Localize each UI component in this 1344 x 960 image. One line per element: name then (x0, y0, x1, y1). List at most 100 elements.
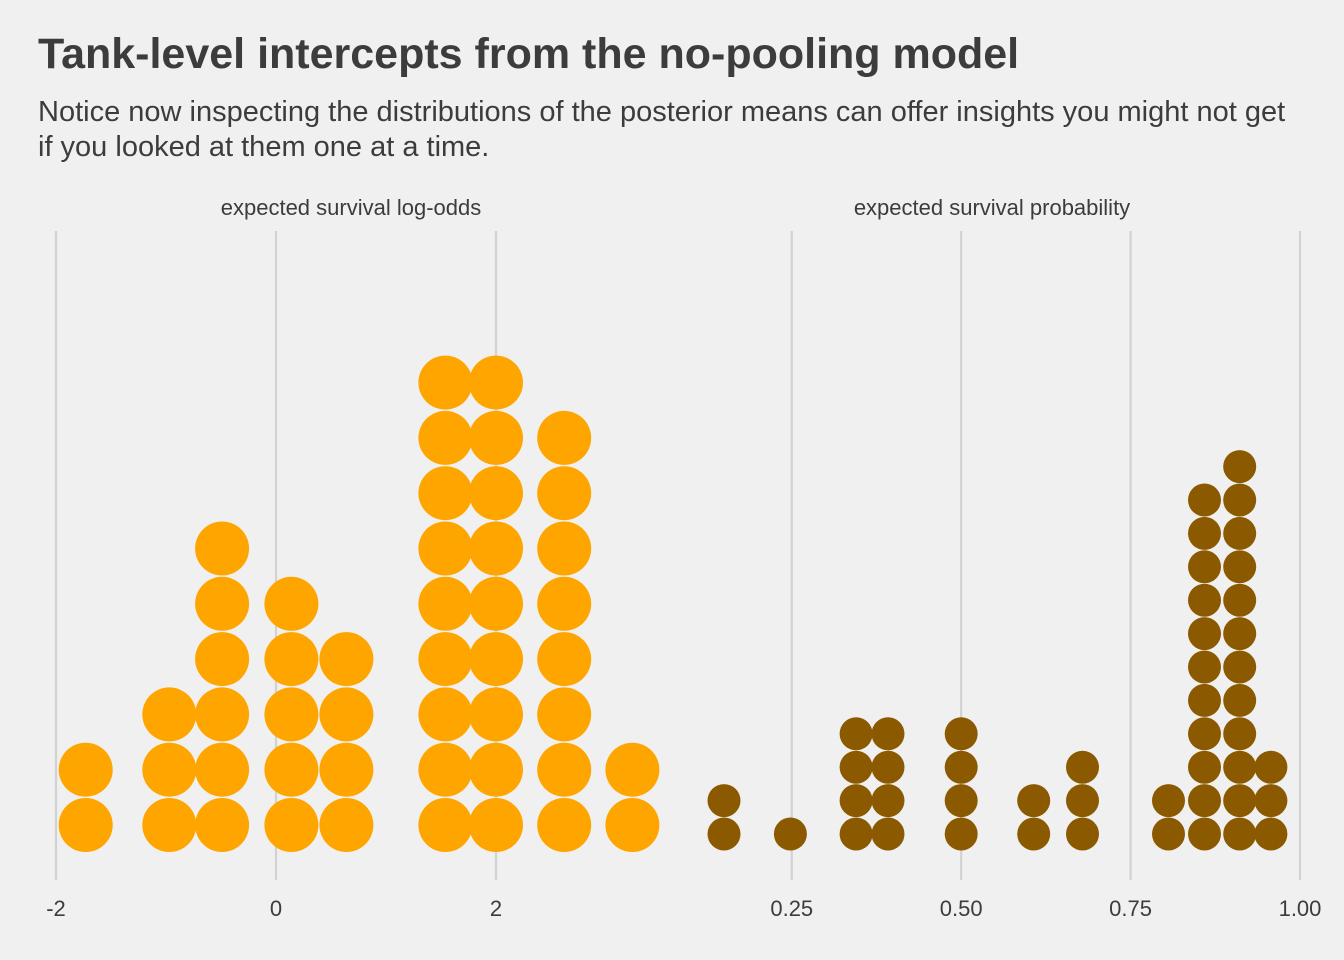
data-dot (1152, 784, 1185, 818)
panel-probability: expected survival probability 0.25 0.50 0.… (707, 195, 1322, 921)
data-dot (871, 717, 905, 751)
data-dot (871, 817, 905, 851)
data-dot (1223, 750, 1257, 784)
data-dot (1017, 817, 1051, 851)
data-dot (418, 632, 473, 687)
x-tick-label: 1.00 (1279, 896, 1322, 921)
data-dot (264, 687, 319, 742)
data-dot (1188, 516, 1221, 550)
data-dot (58, 798, 113, 852)
data-dot (1254, 750, 1288, 784)
data-dot (1188, 683, 1221, 717)
data-dot (944, 717, 978, 751)
data-dot (195, 798, 250, 852)
data-dot (839, 717, 873, 751)
data-dot (418, 410, 473, 465)
data-dot (418, 466, 473, 521)
data-dot (264, 742, 319, 797)
data-dot (58, 742, 113, 797)
data-dot (319, 742, 374, 797)
data-dot (537, 742, 592, 797)
data-dot (1188, 717, 1221, 751)
data-dot (1066, 750, 1099, 784)
data-dot (142, 798, 197, 852)
data-dot (1223, 450, 1257, 484)
data-dot (469, 742, 523, 797)
data-dot (707, 817, 741, 851)
data-dot (1223, 550, 1257, 584)
data-dot (537, 521, 592, 576)
panel-log-odds: expected survival log-odds -2 0 2 (46, 195, 660, 921)
data-dot (264, 798, 319, 852)
data-dot (319, 687, 374, 742)
data-dot (839, 750, 873, 784)
data-dot (1223, 817, 1257, 851)
data-dot (469, 687, 523, 742)
x-tick-label: 2 (490, 896, 502, 921)
x-tick-label: 0 (270, 896, 282, 921)
data-dot (1223, 650, 1257, 684)
data-dot (1223, 617, 1257, 651)
data-dot (1188, 784, 1221, 818)
data-dot (944, 817, 978, 851)
data-dot (1066, 817, 1099, 851)
data-dot (839, 784, 873, 818)
data-dot (469, 466, 523, 521)
data-dot (142, 687, 197, 742)
data-dot (1152, 817, 1185, 851)
data-dot (469, 410, 523, 465)
data-dot (1223, 784, 1257, 818)
data-dot (469, 521, 523, 576)
data-dot (1188, 483, 1221, 517)
data-dot (418, 798, 473, 852)
x-tick-label: 0.25 (770, 896, 813, 921)
x-tick-label: -2 (46, 896, 66, 921)
data-dot (1188, 750, 1221, 784)
data-dot (418, 742, 473, 797)
data-dot (537, 632, 592, 687)
data-dot (537, 466, 592, 521)
data-dot (418, 355, 473, 410)
data-dot (142, 742, 197, 797)
data-dot (1223, 516, 1257, 550)
data-dot (195, 632, 250, 687)
data-dot (418, 521, 473, 576)
data-dot (469, 576, 523, 631)
data-dot (195, 742, 250, 797)
facet-label-probability: expected survival probability (854, 195, 1130, 220)
data-dot (418, 687, 473, 742)
data-dot (707, 784, 741, 818)
data-dot (537, 687, 592, 742)
data-dot (1254, 817, 1288, 851)
data-dot (1254, 784, 1288, 818)
data-dot (1188, 583, 1221, 617)
data-dot (195, 687, 250, 742)
data-dot (319, 632, 374, 687)
data-dot (871, 784, 905, 818)
data-dot (773, 817, 807, 851)
data-dot (195, 521, 250, 576)
data-dot (1188, 550, 1221, 584)
data-dot (264, 576, 319, 631)
data-dot (319, 798, 374, 852)
data-dot (537, 410, 592, 465)
data-dot (1223, 717, 1257, 751)
data-dot (537, 576, 592, 631)
chart-subtitle: Notice now inspecting the distributions … (38, 96, 1286, 163)
data-dot (944, 784, 978, 818)
data-dot (469, 632, 523, 687)
data-dot (195, 576, 250, 631)
data-dot (1188, 817, 1221, 851)
data-dot (944, 750, 978, 784)
data-dot (1188, 617, 1221, 651)
data-dot (1188, 650, 1221, 684)
data-dot (537, 798, 592, 852)
data-dot (605, 742, 660, 797)
data-dot (1017, 784, 1051, 818)
data-dot (469, 355, 523, 410)
x-tick-label: 0.50 (940, 896, 983, 921)
x-tick-label: 0.75 (1109, 896, 1152, 921)
data-dot (605, 798, 660, 852)
data-dot (871, 750, 905, 784)
